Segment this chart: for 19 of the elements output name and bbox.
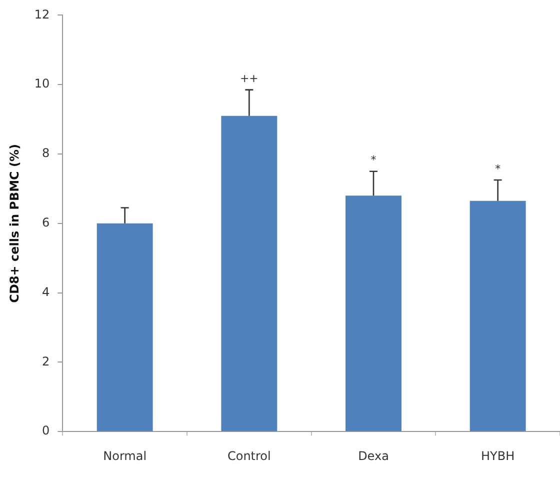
bar (346, 196, 402, 432)
y-tick-label: 0 (42, 424, 50, 438)
x-tick-label: Control (227, 448, 271, 463)
bar (96, 223, 153, 432)
x-tick-label: HYBH (481, 448, 515, 463)
x-tick-label: Normal (103, 448, 147, 463)
y-tick-label: 2 (42, 354, 50, 368)
bar (470, 200, 526, 432)
y-tick-label: 4 (42, 284, 50, 299)
y-tick-label: 8 (42, 146, 50, 160)
annotation: * (495, 162, 502, 176)
annotation: ++ (240, 72, 258, 86)
y-tick-label: 10 (34, 76, 50, 91)
y-axis-title: CD8+ cells in PBMC (%) (7, 144, 22, 303)
annotation: * (370, 154, 377, 167)
y-tick-label: 12 (34, 7, 50, 22)
x-tick-label: Dexa (358, 448, 389, 463)
bar (221, 116, 278, 432)
y-tick-label: 6 (42, 216, 50, 230)
